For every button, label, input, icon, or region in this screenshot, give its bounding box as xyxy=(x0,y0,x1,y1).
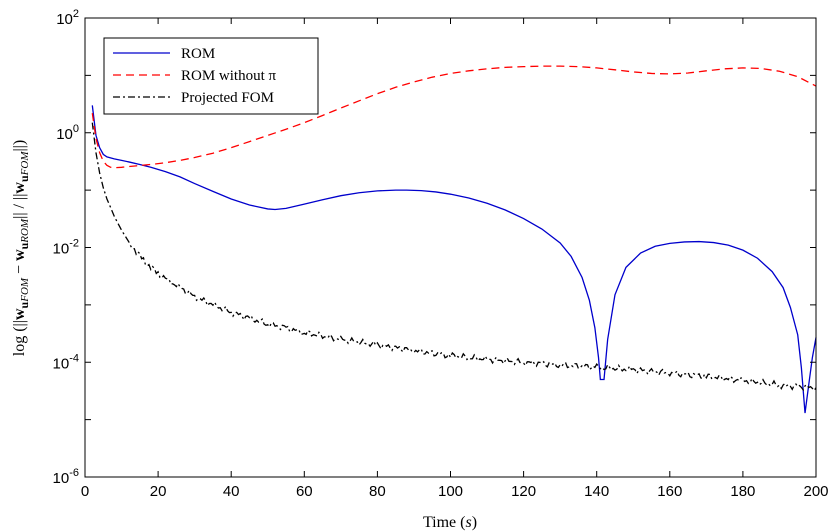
x-tick-label: 40 xyxy=(223,483,240,500)
legend-label-rom-without-pi: ROM without π xyxy=(181,68,277,84)
x-tick-label: 120 xyxy=(511,483,536,500)
x-tick-label: 140 xyxy=(584,483,609,500)
legend-box xyxy=(103,37,319,115)
y-tick-label: 10-6 xyxy=(53,467,79,487)
series-line-rom xyxy=(91,105,817,414)
y-axis-ticks: 10-6 10-4 10-2 100 102 xyxy=(53,8,816,487)
x-axis-label: Time (s) xyxy=(423,514,477,531)
x-tick-label: 180 xyxy=(730,483,755,500)
x-axis-ticks: 0 20 40 60 80 100 120 140 160 180 200 xyxy=(81,18,829,500)
series-line-rom-without xyxy=(91,65,817,169)
y-tick-label: 100 xyxy=(56,123,79,143)
y-tick-label: 10-2 xyxy=(53,238,79,258)
y-tick-label: 10-4 xyxy=(53,352,79,372)
x-tick-label: 100 xyxy=(438,483,463,500)
x-tick-label: 60 xyxy=(296,483,313,500)
x-tick-label: 160 xyxy=(657,483,682,500)
x-tick-label: 20 xyxy=(150,483,167,500)
x-tick-label: 200 xyxy=(803,483,828,500)
y-axis-label: log (||wuFOM − wuROM|| / ||wuFOM||) xyxy=(11,140,31,356)
x-tick-label: 0 xyxy=(81,483,89,500)
legend-label-projected-fom: Projected FOM xyxy=(181,90,274,106)
legend: ROM ROM without π Projected FOM xyxy=(103,37,319,115)
legend-label-rom: ROM xyxy=(181,46,215,62)
series-line-projected-fom xyxy=(91,122,817,392)
series-layer xyxy=(91,65,817,414)
y-tick-label: 102 xyxy=(56,8,79,28)
x-tick-label: 80 xyxy=(369,483,386,500)
